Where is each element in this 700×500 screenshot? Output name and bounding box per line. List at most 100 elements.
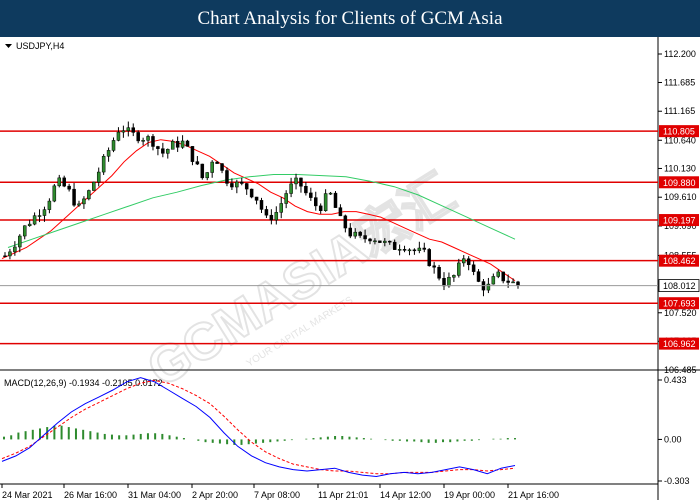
candle-body: [121, 130, 126, 133]
time-tick-label: 31 Mar 04:00: [128, 490, 181, 500]
candle-body: [476, 271, 481, 282]
candle-body: [8, 251, 12, 257]
level-tag: [659, 176, 699, 189]
candle-body: [22, 225, 27, 237]
level-tag-label: 109.197: [663, 216, 696, 226]
candle-body: [373, 240, 377, 243]
level-tag: [659, 125, 699, 138]
support-resistance-levels: 110.805 109.880 109.197 108.462 107.693 106.9…: [0, 125, 699, 350]
candle-body: [338, 207, 343, 217]
candle-body: [496, 271, 501, 277]
macd-axis: 0.433 0.00 -0.303: [658, 375, 690, 486]
time-tick-label: 11 Apr 21:01: [318, 490, 368, 500]
time-tick-label: 2 Apr 20:00: [192, 490, 238, 500]
candle-body: [516, 281, 520, 286]
candle-body: [511, 281, 515, 284]
candle-body: [289, 183, 293, 194]
candle-body: [328, 192, 333, 195]
level-tag-label: 108.462: [663, 256, 696, 266]
current-price-tag: [658, 279, 700, 292]
candle-body: [72, 188, 76, 206]
price-tick-label: 109.610: [664, 192, 697, 202]
candle-body: [412, 249, 417, 252]
candle-body: [506, 280, 510, 283]
candle-body: [378, 240, 382, 243]
candle-body: [284, 193, 288, 204]
candle-body: [407, 249, 412, 252]
price-tick-label: 111.685: [664, 77, 695, 87]
candle-body: [304, 185, 308, 194]
candle-body: [42, 209, 47, 216]
candle-body: [264, 209, 269, 216]
level-tag: [659, 214, 699, 227]
time-tick-label: 21 Apr 16:00: [508, 490, 559, 500]
candle-body: [67, 185, 71, 190]
macd-tick-label: 0.00: [664, 434, 682, 444]
candle-body: [141, 140, 145, 142]
candle-body: [259, 200, 264, 210]
candle-body: [215, 161, 219, 164]
chart-title: Chart Analysis for Clients of GCM Asia: [197, 7, 503, 29]
time-tick-label: 26 Mar 16:00: [64, 490, 117, 500]
candle-body: [318, 205, 323, 211]
level-tag: [659, 297, 699, 310]
candle-body: [244, 183, 249, 190]
time-tick-label: 7 Apr 08:00: [254, 490, 300, 500]
candle-body: [47, 200, 52, 210]
candle-body: [151, 136, 155, 147]
candle-body: [457, 262, 461, 276]
price-tick-label: 112.200: [664, 49, 696, 59]
candle-body: [314, 197, 318, 207]
candle-body: [18, 235, 22, 248]
price-tick-label: 106.485: [664, 365, 697, 375]
candle-body: [269, 214, 274, 221]
candle-body: [146, 136, 150, 141]
candle-body: [200, 163, 205, 179]
candle-body: [57, 177, 62, 187]
candle-body: [185, 140, 190, 147]
candle-body: [156, 146, 160, 149]
candle-body: [417, 247, 422, 251]
candle-body: [101, 155, 106, 173]
candle-body: [27, 223, 32, 227]
candle-body: [447, 276, 451, 287]
candle-body: [343, 215, 348, 229]
candle-body: [161, 148, 165, 154]
candle-body: [13, 246, 17, 253]
symbol-label-group: USDJPY,H4: [5, 41, 64, 51]
candle-body: [486, 283, 491, 291]
usdjpy-chart: GCMASIA宏汇 YOUR CAPITAL MARKETS 112.20011…: [0, 37, 700, 500]
macd-tick-label: -0.303: [664, 476, 690, 486]
price-tick-label: 107.520: [664, 308, 697, 318]
candle-body: [77, 203, 81, 206]
candle-body: [175, 140, 180, 148]
candle-body: [299, 177, 303, 187]
level-tag: [659, 337, 699, 350]
candle-body: [136, 132, 140, 142]
candle-body: [52, 185, 57, 202]
candle-body: [240, 181, 244, 184]
candle-body: [205, 172, 209, 179]
candle-body: [422, 247, 427, 250]
candle-body: [358, 231, 362, 236]
caret-down-icon: [5, 44, 12, 48]
candle-body: [210, 161, 214, 173]
candle-body: [3, 255, 7, 258]
candle-body: [249, 188, 254, 198]
candle-body: [461, 258, 466, 264]
candle-body: [323, 193, 328, 211]
chart-header: Chart Analysis for Clients of GCM Asia: [0, 0, 700, 37]
candle-body: [501, 271, 505, 282]
candle-body: [230, 183, 234, 188]
candle-body: [452, 275, 456, 278]
candle-body: [363, 235, 367, 240]
candle-body: [383, 240, 387, 243]
macd-lines: [1, 377, 516, 478]
candle-body: [116, 131, 121, 141]
level-tag-label: 106.962: [663, 339, 696, 349]
candle-body: [471, 264, 476, 272]
candle-body: [190, 146, 195, 162]
time-axis: 24 Mar 2021 26 Mar 16:00 31 Mar 04:00 2 Apr…: [1, 484, 559, 500]
level-tag-label: 110.805: [663, 127, 695, 137]
macd-histogram: [3, 425, 516, 445]
